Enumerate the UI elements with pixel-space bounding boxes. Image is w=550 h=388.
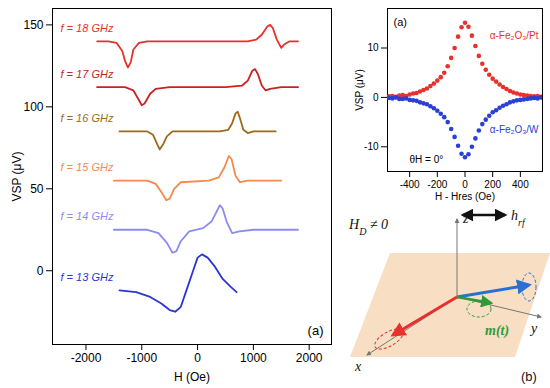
svg-text:1000: 1000 (240, 351, 267, 365)
svg-text:HD ≠ 0: HD ≠ 0 (348, 217, 388, 237)
svg-text:α-Fe₂O₃/Pt: α-Fe₂O₃/Pt (490, 30, 539, 41)
svg-text:x: x (354, 359, 362, 374)
svg-text:m(t): m(t) (485, 323, 509, 339)
svg-text:-200: -200 (427, 179, 447, 190)
svg-text:f = 14 GHz: f = 14 GHz (61, 210, 114, 222)
svg-text:VSP (μV): VSP (μV) (10, 151, 24, 201)
svg-text:100: 100 (23, 100, 43, 114)
svg-text:hrf: hrf (511, 208, 526, 228)
svg-text:f = 15 GHz: f = 15 GHz (61, 161, 114, 173)
svg-text:0: 0 (373, 92, 379, 103)
svg-text:-1000: -1000 (126, 351, 157, 365)
svg-text:f = 13 GHz: f = 13 GHz (61, 271, 114, 283)
svg-text:y: y (529, 321, 538, 336)
svg-text:150: 150 (23, 18, 43, 32)
svg-text:(a): (a) (394, 16, 407, 28)
svg-text:2000: 2000 (296, 351, 323, 365)
svg-text:H (Oe): H (Oe) (174, 370, 210, 384)
svg-text:400: 400 (512, 179, 529, 190)
svg-text:θH = 0°: θH = 0° (410, 154, 444, 165)
svg-text:0: 0 (462, 179, 468, 190)
svg-text:VSP (μV): VSP (μV) (354, 69, 365, 111)
svg-text:0: 0 (194, 351, 201, 365)
svg-text:f = 18 GHz: f = 18 GHz (61, 22, 114, 34)
svg-text:z: z (462, 211, 469, 226)
svg-text:f = 16 GHz: f = 16 GHz (61, 112, 114, 124)
svg-text:-10: -10 (364, 141, 379, 152)
svg-text:0: 0 (37, 264, 44, 278)
svg-text:200: 200 (484, 179, 501, 190)
svg-text:α-Fe₂O₃/W: α-Fe₂O₃/W (490, 124, 539, 135)
svg-text:(a): (a) (308, 323, 324, 338)
svg-text:10: 10 (367, 42, 379, 53)
svg-text:(b): (b) (521, 369, 537, 384)
svg-text:-2000: -2000 (71, 351, 102, 365)
svg-text:50: 50 (30, 182, 44, 196)
svg-text:H - Hres (Oe): H - Hres (Oe) (435, 191, 495, 202)
svg-text:-400: -400 (400, 179, 420, 190)
svg-text:f = 17 GHz: f = 17 GHz (61, 68, 114, 80)
